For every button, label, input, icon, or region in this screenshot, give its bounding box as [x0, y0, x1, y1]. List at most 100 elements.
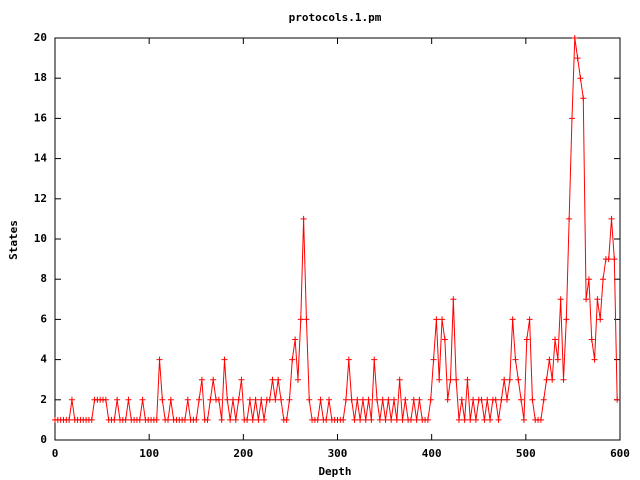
point: [376, 416, 383, 423]
point: [275, 376, 282, 383]
x-tick-label: 600: [610, 447, 630, 460]
point: [272, 396, 279, 403]
x-tick-label: 300: [328, 447, 348, 460]
point: [340, 416, 347, 423]
point: [215, 396, 222, 403]
point: [88, 416, 95, 423]
point: [362, 416, 369, 423]
point: [441, 336, 448, 343]
point: [591, 356, 598, 363]
point: [518, 396, 525, 403]
point: [450, 296, 457, 303]
point: [391, 396, 397, 403]
x-axis-label: Depth: [318, 465, 351, 478]
point: [427, 396, 434, 403]
point: [306, 396, 313, 403]
point: [261, 416, 268, 423]
point: [436, 376, 443, 383]
y-tick-label: 4: [40, 353, 47, 366]
point: [246, 396, 253, 403]
point: [478, 396, 485, 403]
point: [207, 396, 214, 403]
y-tick-label: 20: [34, 31, 47, 44]
point: [258, 396, 265, 403]
point: [611, 256, 618, 263]
point: [509, 316, 516, 323]
point: [588, 336, 595, 343]
point: [303, 316, 310, 323]
point: [317, 396, 324, 403]
point: [357, 416, 364, 423]
point: [614, 396, 621, 403]
point: [498, 396, 505, 403]
point: [413, 416, 420, 423]
point: [487, 416, 494, 423]
point: [433, 316, 440, 323]
plot-border: [54, 37, 621, 441]
point: [540, 396, 547, 403]
point: [139, 396, 146, 403]
point: [523, 336, 530, 343]
point: [481, 416, 488, 423]
point: [495, 416, 502, 423]
point: [371, 356, 378, 363]
point: [557, 296, 564, 303]
point: [232, 416, 239, 423]
point: [283, 416, 290, 423]
x-tick-label: 0: [52, 447, 59, 460]
point: [430, 356, 437, 363]
point: [314, 416, 321, 423]
point: [407, 416, 414, 423]
y-axis-label: States: [7, 220, 20, 260]
point: [114, 396, 121, 403]
y-tick-label: 12: [34, 192, 47, 205]
point: [546, 356, 553, 363]
point: [529, 396, 536, 403]
point: [608, 215, 615, 222]
point: [461, 416, 468, 423]
point: [605, 256, 612, 263]
point: [249, 416, 256, 423]
point: [447, 376, 454, 383]
point: [512, 356, 519, 363]
point: [351, 416, 358, 423]
point: [193, 416, 200, 423]
point: [379, 396, 386, 403]
point: [210, 376, 217, 383]
point: [382, 416, 389, 423]
point: [244, 416, 251, 423]
point: [235, 396, 242, 403]
point: [515, 376, 522, 383]
point: [566, 215, 573, 222]
point: [294, 376, 301, 383]
point: [348, 396, 355, 403]
point: [580, 95, 587, 102]
point: [577, 75, 584, 82]
point: [278, 396, 284, 403]
point: [585, 276, 592, 283]
point: [467, 416, 474, 423]
point: [439, 316, 446, 323]
point: [600, 276, 607, 283]
point: [464, 376, 471, 383]
point: [252, 396, 259, 403]
point: [458, 396, 465, 403]
y-tick-label: 10: [34, 232, 47, 245]
point: [597, 316, 604, 323]
x-tick-label: 200: [233, 447, 253, 460]
point: [543, 376, 550, 383]
point: [501, 376, 508, 383]
point: [229, 396, 236, 403]
point: [560, 376, 567, 383]
y-tick-label: 16: [34, 111, 48, 124]
y-tick-label: 2: [40, 393, 47, 406]
point: [66, 416, 73, 423]
point: [102, 396, 109, 403]
point: [136, 416, 143, 423]
point: [396, 376, 403, 383]
point: [68, 396, 75, 403]
point: [342, 396, 349, 403]
point: [218, 416, 225, 423]
point: [504, 396, 510, 403]
